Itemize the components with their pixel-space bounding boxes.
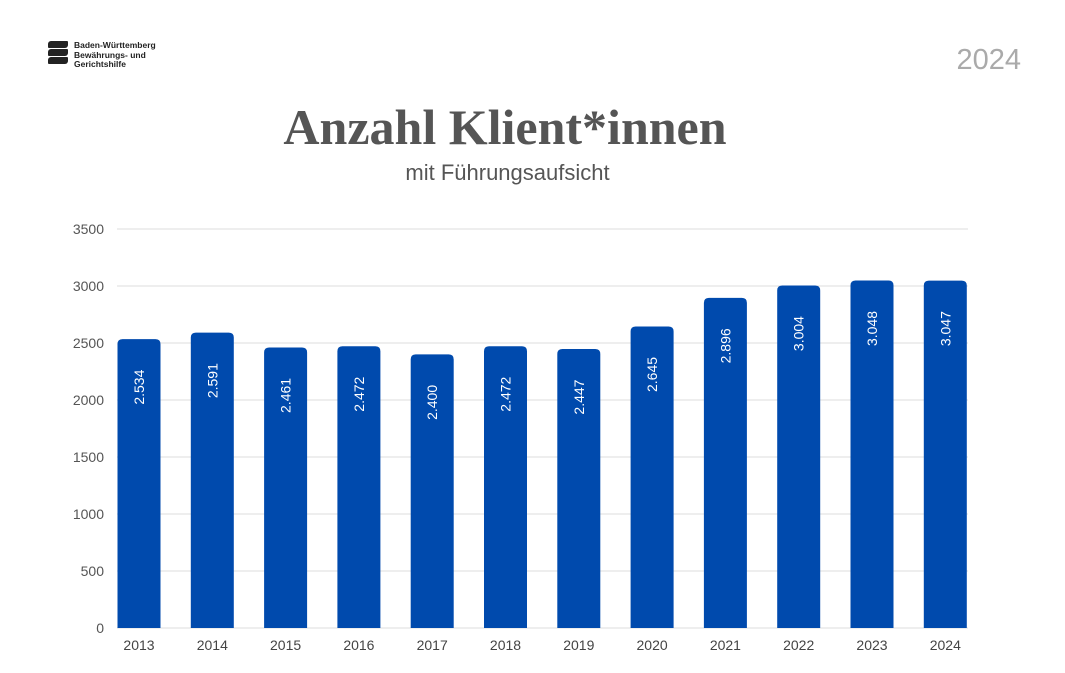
data-label: 2.591 — [204, 363, 220, 398]
y-tick-label: 0 — [96, 620, 104, 636]
x-tick-label: 2023 — [856, 637, 887, 653]
x-tick-label: 2018 — [490, 637, 521, 653]
bar — [923, 280, 967, 628]
bar — [484, 346, 527, 628]
data-label: 2.400 — [424, 385, 440, 420]
bar — [703, 297, 747, 628]
bar — [117, 339, 161, 628]
data-label: 2.472 — [498, 376, 514, 411]
x-tick-label: 2016 — [343, 637, 374, 653]
bar — [630, 326, 674, 628]
x-tick-label: 2024 — [930, 637, 961, 653]
x-tick-label: 2019 — [563, 637, 594, 653]
bar — [337, 346, 381, 628]
chart-subtitle: mit Führungsaufsicht — [405, 160, 610, 185]
logo-line-1: Baden-Württemberg — [74, 40, 156, 50]
y-tick-label: 2000 — [73, 392, 104, 408]
y-tick-label: 500 — [81, 563, 105, 579]
bar — [850, 280, 894, 628]
x-tick-label: 2014 — [197, 637, 228, 653]
data-label: 3.004 — [791, 316, 807, 351]
y-tick-label: 1500 — [73, 449, 104, 465]
x-tick-label: 2022 — [783, 637, 814, 653]
y-tick-label: 2500 — [73, 335, 104, 351]
x-tick-label: 2020 — [637, 637, 668, 653]
bar — [264, 347, 308, 628]
logo: Baden-Württemberg Bewährungs- und Gerich… — [48, 40, 156, 70]
bar — [557, 349, 601, 628]
logo-line-2: Bewährungs- und — [74, 49, 146, 60]
data-label: 2.534 — [131, 369, 147, 404]
x-tick-label: 2017 — [417, 637, 448, 653]
x-tick-label: 2013 — [123, 637, 154, 653]
data-label: 2.447 — [571, 379, 587, 414]
x-tick-label: 2021 — [710, 637, 741, 653]
data-label: 2.896 — [717, 328, 733, 363]
bar — [777, 285, 821, 628]
data-label: 3.048 — [864, 311, 880, 346]
data-label: 3.047 — [937, 311, 953, 346]
data-label: 2.461 — [278, 378, 294, 413]
logo-line-3: Gerichtshilfe — [74, 59, 126, 69]
data-label: 2.645 — [644, 357, 660, 392]
lions-icon — [48, 41, 68, 70]
x-tick-label: 2015 — [270, 637, 301, 653]
report-year: 2024 — [956, 44, 1021, 76]
bar — [410, 354, 454, 628]
y-tick-label: 3000 — [73, 278, 104, 294]
data-label: 2.472 — [351, 376, 367, 411]
chart-title: Anzahl Klient*innen — [283, 99, 727, 155]
y-tick-label: 3500 — [73, 221, 104, 237]
bar — [190, 332, 234, 628]
y-tick-label: 1000 — [73, 506, 104, 522]
